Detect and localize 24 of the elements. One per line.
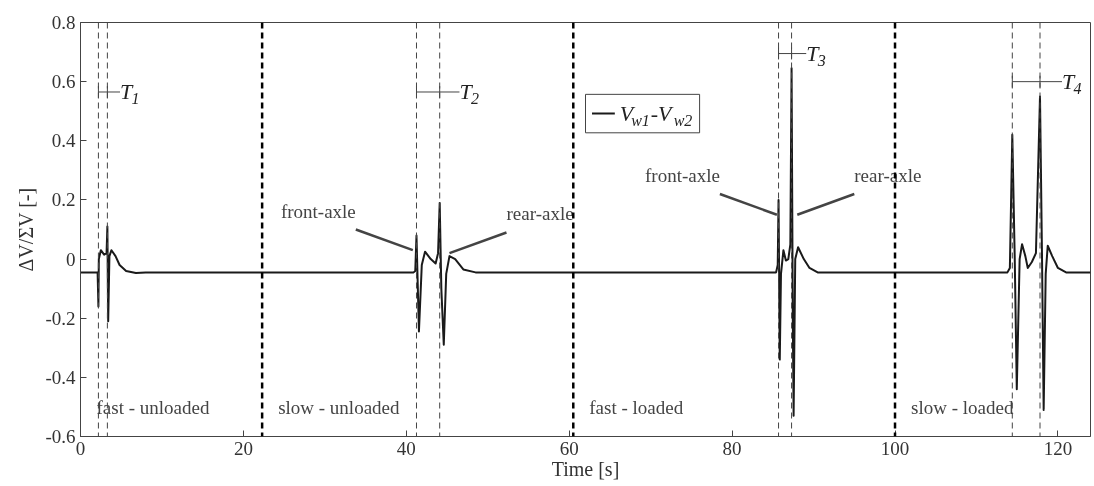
annotation: rear-axle [854, 165, 922, 187]
annotation: front-axle [644, 165, 720, 187]
y-tick-label: -0.4 [45, 366, 76, 388]
annotation: front-axle [280, 200, 356, 222]
x-tick-label: 80 [722, 437, 742, 459]
annotation: rear-axle [506, 203, 574, 225]
y-tick-label: 0.2 [51, 189, 76, 211]
y-tick-label: -0.6 [45, 426, 76, 447]
x-tick-label: 40 [396, 437, 416, 459]
y-tick-label: 0 [66, 248, 76, 270]
x-tick-label: 120 [1043, 437, 1073, 459]
annotation: slow - loaded [911, 397, 1014, 419]
y-tick-label: 0.4 [51, 130, 76, 152]
annotation: fast - unloaded [96, 397, 210, 419]
annotation: slow - unloaded [278, 397, 400, 419]
y-tick-label: -0.2 [45, 307, 76, 329]
x-tick-label: 20 [233, 437, 253, 459]
x-tick-label: 60 [559, 437, 579, 459]
x-axis-title: Time [s] [551, 457, 620, 480]
annotation: fast - loaded [589, 397, 684, 419]
y-tick-label: 0.6 [51, 71, 76, 93]
y-tick-label: 0.8 [51, 12, 76, 33]
y-axis-title: ΔV/ΣV [-] [15, 187, 38, 272]
x-tick-label: 100 [880, 437, 910, 459]
